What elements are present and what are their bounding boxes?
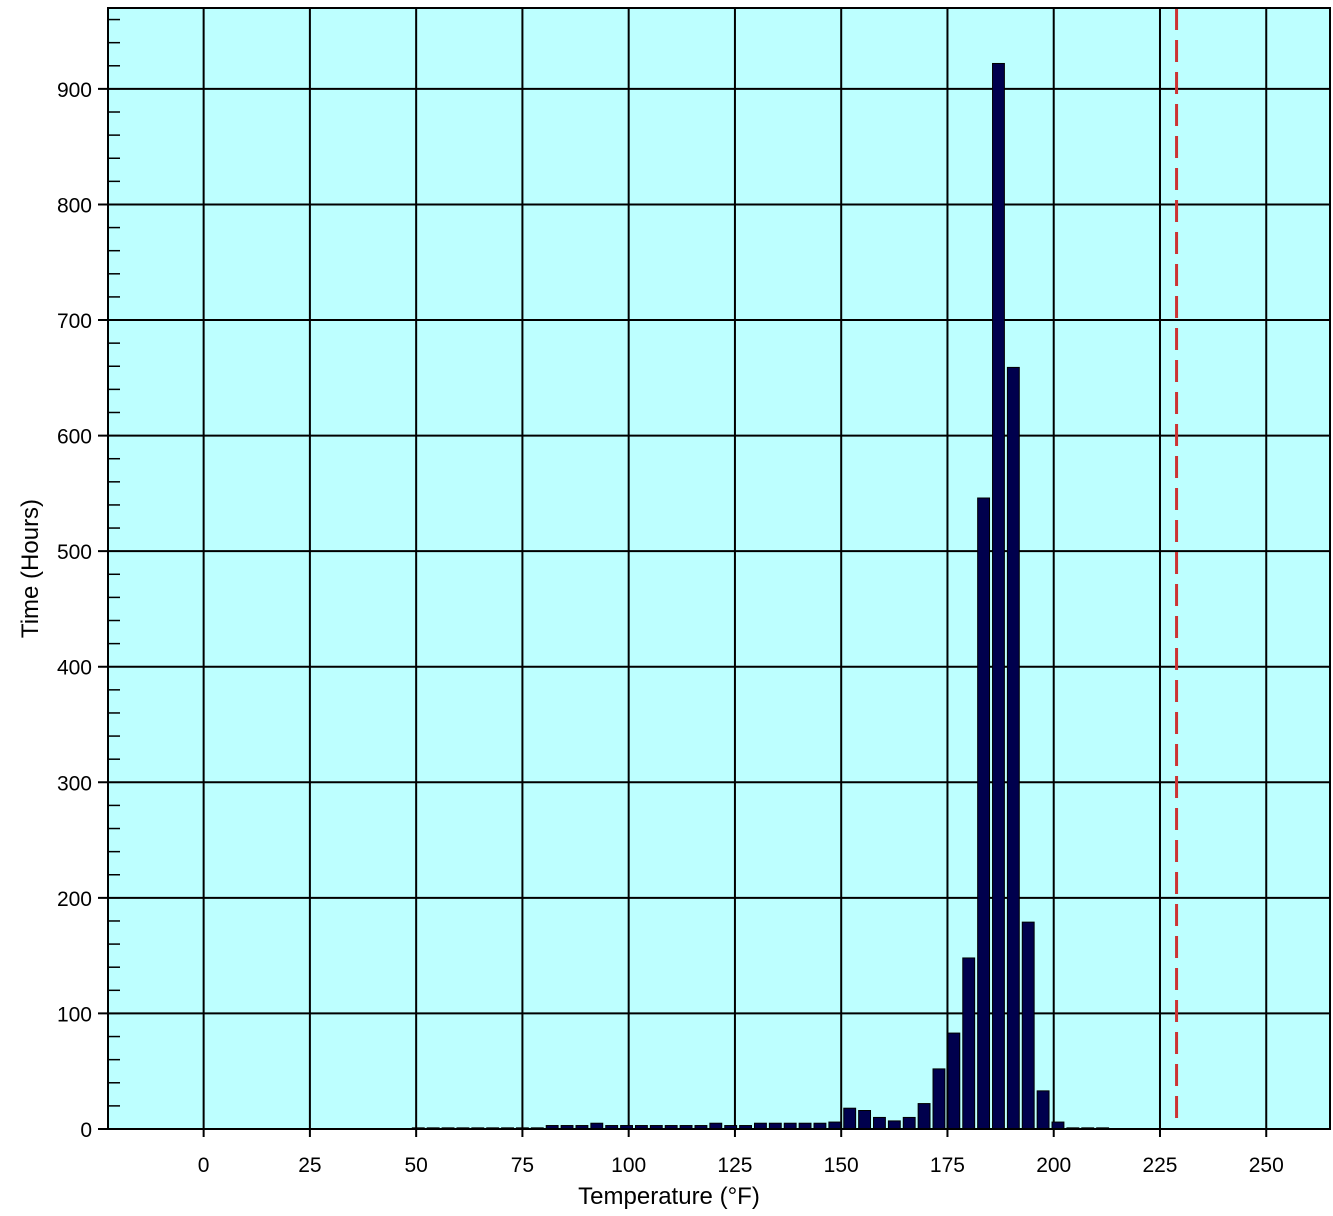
bars-group	[411, 62, 1110, 1130]
bar	[873, 1116, 886, 1130]
bar	[977, 497, 991, 1130]
y-tick-label: 300	[57, 772, 92, 795]
x-tick-label: 250	[1249, 1154, 1284, 1177]
x-tick-label: 25	[298, 1154, 321, 1177]
bar	[992, 62, 1005, 1130]
y-tick-labels: 0 100 200 300 400 500 600 700 800 900	[57, 79, 92, 1142]
bar	[947, 1032, 961, 1130]
bar	[843, 1107, 857, 1130]
plot-frame	[107, 7, 1331, 1130]
x-tick-labels: 0 25 50 75 100 125 150 175 200 225 250	[198, 1154, 1284, 1177]
y-tick-label: 100	[57, 1003, 92, 1026]
y-tick-label: 0	[80, 1119, 92, 1142]
bar	[1051, 1121, 1065, 1130]
y-tick-label: 900	[57, 79, 92, 102]
x-tick-label: 225	[1142, 1154, 1177, 1177]
plot-area	[108, 8, 1330, 1129]
y-tick-label: 200	[57, 888, 92, 911]
bar	[902, 1116, 916, 1130]
y-tick-label: 500	[57, 541, 92, 564]
x-tick-label: 75	[511, 1154, 534, 1177]
x-tick-label: 0	[198, 1154, 210, 1177]
x-tick-label: 125	[717, 1154, 752, 1177]
bar	[917, 1103, 931, 1130]
x-tick-label: 150	[824, 1154, 859, 1177]
x-tick-label: 175	[930, 1154, 965, 1177]
x-tick-label: 100	[611, 1154, 646, 1177]
bar	[887, 1120, 901, 1130]
x-tick-label: 50	[404, 1154, 427, 1177]
bar	[1021, 921, 1035, 1130]
bar	[962, 957, 976, 1130]
y-tick-label: 700	[57, 310, 92, 333]
bar	[1006, 366, 1020, 1130]
y-tick-label: 800	[57, 194, 92, 217]
x-axis-title: Temperature (°F)	[578, 1183, 760, 1210]
bar	[1036, 1090, 1050, 1130]
bar	[858, 1110, 872, 1130]
bar	[932, 1068, 946, 1130]
y-tick-label: 600	[57, 426, 92, 449]
x-tick-label: 200	[1036, 1154, 1071, 1177]
y-tick-label: 400	[57, 657, 92, 680]
bar	[828, 1121, 842, 1130]
y-axis-title: Time (Hours)	[17, 499, 44, 638]
